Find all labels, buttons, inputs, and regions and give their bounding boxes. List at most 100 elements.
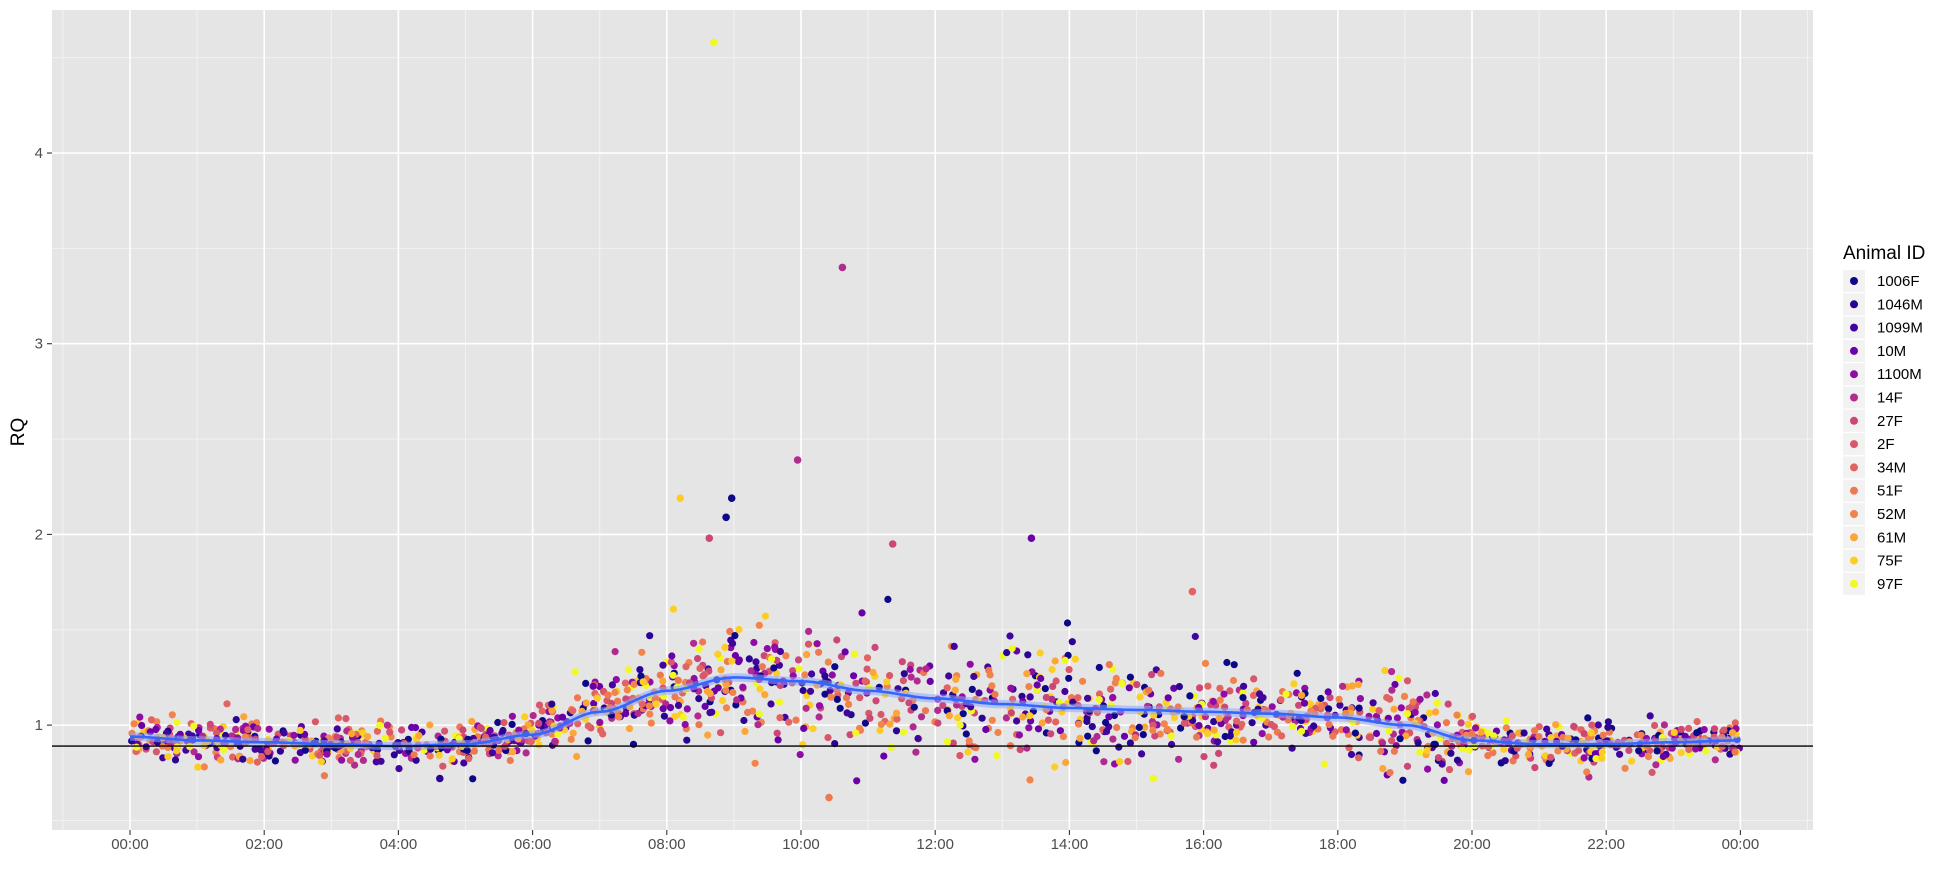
point-75F [1036,649,1044,657]
point-34M [244,726,252,734]
point-52M [1229,676,1238,685]
point-34M [373,727,381,735]
point-1006F [1635,747,1643,755]
point-51F [1105,661,1113,669]
legend-dot-52M [1850,510,1858,518]
point-1046M [1226,732,1234,740]
point-61M [741,727,749,736]
point-97F [1702,747,1710,755]
point-75F [296,726,304,735]
point-52M [1621,764,1629,772]
point-1099M [1594,721,1602,729]
point-52M [1079,677,1087,685]
point-97F [1416,748,1424,756]
legend-dot-97F [1850,579,1858,588]
point-34M [1074,694,1082,702]
point-51F [1377,747,1385,755]
point-34M [785,718,793,726]
point-10M [152,725,160,734]
point-2F [603,697,611,705]
point-51F [842,694,851,702]
outlier-point [727,494,736,503]
point-1099M [1336,701,1344,709]
point-61M [1524,750,1533,759]
point-27F [1326,694,1334,702]
point-34M [1731,719,1739,727]
point-2F [500,719,508,727]
point-61M [468,717,476,726]
point-2F [1508,732,1516,740]
point-10M [1033,681,1041,689]
point-61M [573,752,581,761]
legend-title: Animal ID [1843,243,1925,264]
point-97F [851,650,859,658]
point-2F [1065,666,1073,674]
point-1006F [1063,619,1072,627]
point-52M [1164,725,1172,734]
point-14F [634,709,642,718]
point-75F [761,612,770,620]
point-10M [982,725,990,734]
point-2F [1250,675,1258,683]
point-34M [1233,717,1241,725]
point-75F [521,713,529,721]
point-2F [1365,733,1373,741]
point-2F [1052,677,1060,685]
point-34M [1278,732,1286,740]
point-10M [926,677,934,686]
legend: Animal ID 1006F 1046M 1099M 10M 1100M 14F 27F 2… [1843,243,1925,595]
point-1099M [674,701,683,710]
legend-label-1100M: 1100M [1877,366,1922,383]
point-2F [1388,737,1396,745]
point-10M [1250,738,1258,746]
point-1100M [690,674,698,683]
point-51F [426,752,434,760]
point-34M [1095,690,1104,698]
point-2F [342,715,350,723]
point-14F [190,748,198,756]
point-61M [952,675,960,683]
x-tick-label: 00:00 [111,836,149,853]
point-27F [477,724,485,733]
point-2F [535,701,544,709]
point-1046M [892,727,901,735]
x-axis: 00:00 02:00 04:00 06:00 08:00 10:00 12:00 14:00… [111,830,1759,853]
point-51F [1531,727,1539,735]
point-1099M [1013,717,1021,725]
point-2F [717,729,725,737]
point-61M [659,677,667,685]
legend-label-1099M: 1099M [1877,320,1923,337]
point-52M [646,710,654,718]
point-75F [1381,667,1389,675]
point-61M [1348,682,1356,690]
point-1006F [1430,740,1438,749]
point-61M [1354,680,1362,689]
point-97F [381,734,389,742]
point-97F [1297,727,1306,735]
point-27F [939,701,947,710]
point-1099M [808,670,816,678]
point-2F [386,728,394,736]
point-75F [714,650,722,658]
point-61M [892,709,901,717]
point-10M [701,702,709,711]
point-1099M [1369,699,1377,707]
point-34M [1238,720,1246,728]
point-61M [1402,732,1410,740]
point-1099M [1103,727,1111,736]
point-75F [1598,754,1606,762]
point-1006F [1355,704,1363,712]
point-1046M [1414,739,1422,747]
point-27F [1215,749,1223,758]
point-1100M [828,671,836,679]
point-1046M [1083,717,1091,726]
point-75F [173,747,181,755]
point-1100M [1301,684,1309,692]
point-14F [934,706,942,715]
point-1046M [900,670,908,678]
legend-label-1006F: 1006F [1877,273,1920,290]
point-1100M [265,725,273,733]
point-10M [666,704,675,712]
point-1006F [1092,747,1100,755]
legend-dot-34M [1850,463,1858,472]
